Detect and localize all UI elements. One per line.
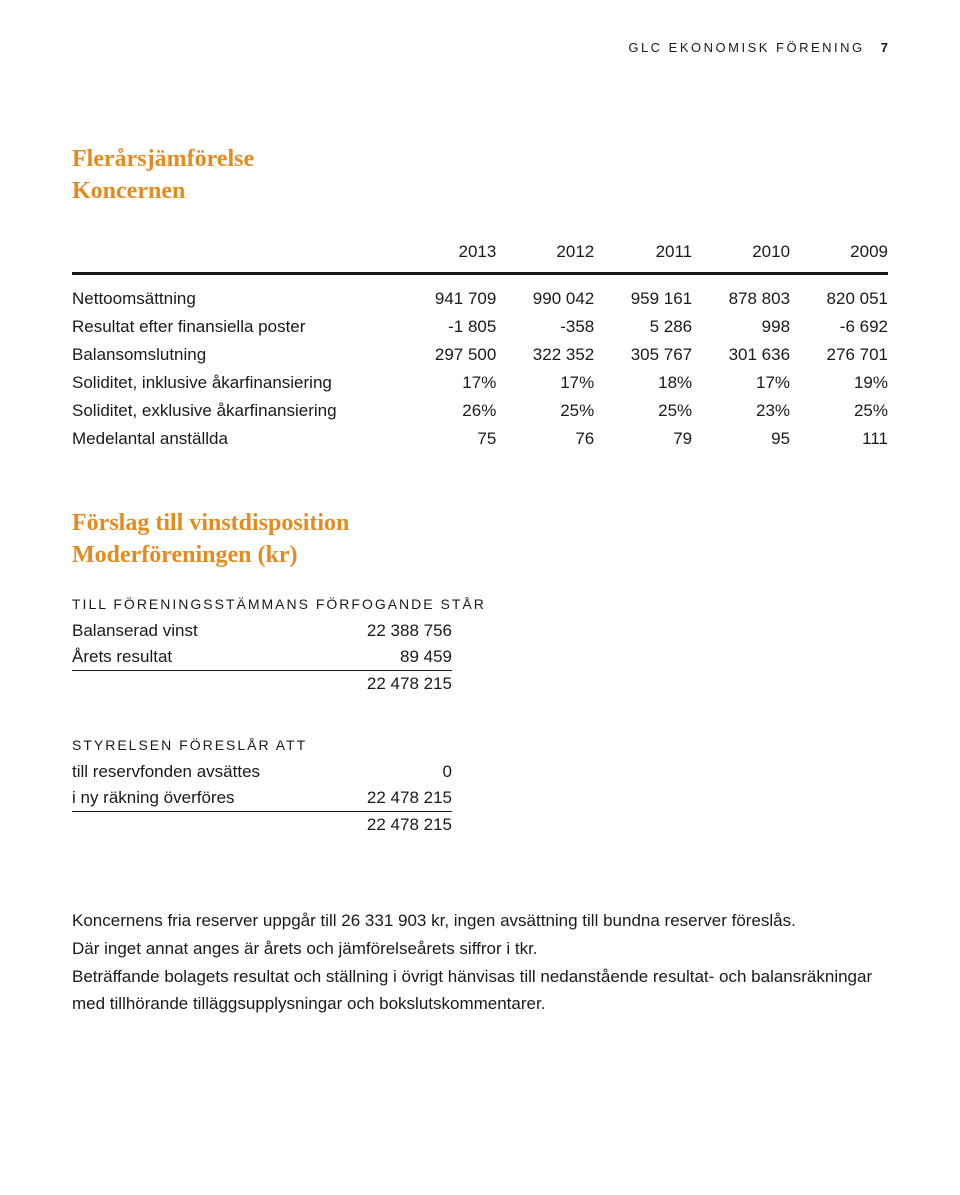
footer-p3: Beträffande bolagets resultat och ställn… (72, 964, 888, 1017)
section2-heading-line2: Moderföreningen (kr) (72, 539, 888, 571)
row-val: 941 709 (398, 285, 496, 313)
section-flerarsjamforelse: Flerårsjämförelse Koncernen 2013 2012 20… (72, 143, 888, 453)
table-header-year: 2011 (594, 238, 692, 272)
row-val: 0 (321, 759, 452, 785)
group1-table: Balanserad vinst 22 388 756 Årets result… (72, 618, 452, 697)
table-row: Resultat efter finansiella poster -1 805… (72, 313, 888, 341)
footer-paragraphs: Koncernens fria reserver uppgår till 26 … (72, 908, 888, 1017)
table-header-row: 2013 2012 2011 2010 2009 (72, 238, 888, 272)
row-val: 25% (496, 397, 594, 425)
row-val: 111 (790, 425, 888, 453)
row-label: i ny räkning överföres (72, 785, 321, 812)
table-row: i ny räkning överföres 22 478 215 (72, 785, 452, 812)
running-head-text: GLC EKONOMISK FÖRENING (628, 40, 864, 55)
table-header-year: 2012 (496, 238, 594, 272)
group1-title: TILL FÖRENINGSSTÄMMANS FÖRFOGANDE STÅR (72, 596, 888, 612)
table-header-year: 2010 (692, 238, 790, 272)
row-val: 878 803 (692, 285, 790, 313)
row-val: 23% (692, 397, 790, 425)
footer-p1: Koncernens fria reserver uppgår till 26 … (72, 908, 888, 934)
row-val: 820 051 (790, 285, 888, 313)
row-val: 19% (790, 369, 888, 397)
table-total-row: 22 478 215 (72, 670, 452, 697)
row-label-blank (72, 811, 321, 838)
row-val: 76 (496, 425, 594, 453)
row-val: 17% (398, 369, 496, 397)
table-total-row: 22 478 215 (72, 811, 452, 838)
flerars-table: 2013 2012 2011 2010 2009 Nettoomsättning… (72, 238, 888, 453)
row-label-blank (72, 670, 292, 697)
table-header-year: 2013 (398, 238, 496, 272)
row-label: Balansomslutning (72, 341, 398, 369)
row-val: 297 500 (398, 341, 496, 369)
group2-table: till reservfonden avsättes 0 i ny räknin… (72, 759, 452, 838)
table-row: Medelantal anställda 75 76 79 95 111 (72, 425, 888, 453)
table-rule (72, 272, 888, 275)
table-row: Soliditet, exklusive åkarfinansiering 26… (72, 397, 888, 425)
row-val: 75 (398, 425, 496, 453)
group2-title: STYRELSEN FÖRESLÅR ATT (72, 737, 888, 753)
row-label: Medelantal anställda (72, 425, 398, 453)
row-val: 276 701 (790, 341, 888, 369)
table-row: Soliditet, inklusive åkarfinansiering 17… (72, 369, 888, 397)
row-val: 990 042 (496, 285, 594, 313)
running-head: GLC EKONOMISK FÖRENING 7 (72, 40, 888, 55)
row-val: 998 (692, 313, 790, 341)
page-number: 7 (881, 40, 888, 55)
row-label: Balanserad vinst (72, 618, 292, 644)
row-val: 5 286 (594, 313, 692, 341)
table-header-blank (72, 238, 398, 272)
row-val: 17% (496, 369, 594, 397)
section2-heading-line1: Förslag till vinstdisposition (72, 507, 888, 539)
row-val: -6 692 (790, 313, 888, 341)
row-val: -1 805 (398, 313, 496, 341)
row-val: 959 161 (594, 285, 692, 313)
row-val: 26% (398, 397, 496, 425)
row-label: Resultat efter finansiella poster (72, 313, 398, 341)
row-val: 305 767 (594, 341, 692, 369)
row-val: 22 388 756 (292, 618, 452, 644)
row-val: 95 (692, 425, 790, 453)
row-label: Soliditet, exklusive åkarfinansiering (72, 397, 398, 425)
row-label: Soliditet, inklusive åkarfinansiering (72, 369, 398, 397)
row-val: 25% (594, 397, 692, 425)
row-val: 18% (594, 369, 692, 397)
table-header-year: 2009 (790, 238, 888, 272)
page-container: GLC EKONOMISK FÖRENING 7 Flerårsjämförel… (0, 0, 960, 1079)
table-row: Balanserad vinst 22 388 756 (72, 618, 452, 644)
row-total: 22 478 215 (292, 670, 452, 697)
section1-heading-line2: Koncernen (72, 175, 888, 207)
row-val: -358 (496, 313, 594, 341)
row-val: 322 352 (496, 341, 594, 369)
row-label: till reservfonden avsättes (72, 759, 321, 785)
row-val: 301 636 (692, 341, 790, 369)
row-val: 22 478 215 (321, 785, 452, 812)
table-row: till reservfonden avsättes 0 (72, 759, 452, 785)
row-label: Årets resultat (72, 644, 292, 671)
table-row: Balansomslutning 297 500 322 352 305 767… (72, 341, 888, 369)
section1-heading-line1: Flerårsjämförelse (72, 143, 888, 175)
row-val: 17% (692, 369, 790, 397)
row-label: Nettoomsättning (72, 285, 398, 313)
section-vinstdisposition: Förslag till vinstdisposition Moderfören… (72, 507, 888, 838)
row-total: 22 478 215 (321, 811, 452, 838)
row-val: 25% (790, 397, 888, 425)
row-val: 79 (594, 425, 692, 453)
table-row: Årets resultat 89 459 (72, 644, 452, 671)
footer-p2: Där inget annat anges är årets och jämfö… (72, 936, 888, 962)
table-row: Nettoomsättning 941 709 990 042 959 161 … (72, 285, 888, 313)
row-val: 89 459 (292, 644, 452, 671)
